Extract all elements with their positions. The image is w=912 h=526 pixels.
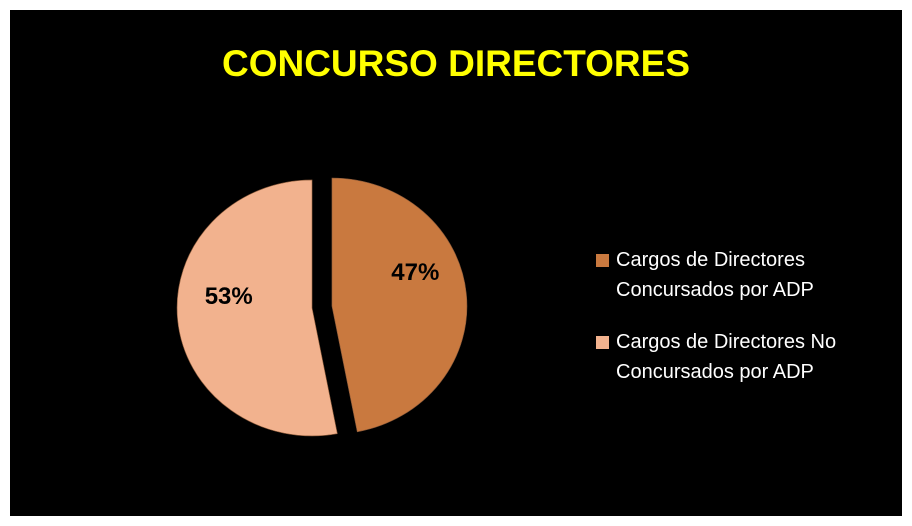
data-label: 47%	[391, 259, 439, 286]
pie-slice	[331, 177, 468, 433]
chart-title: CONCURSO DIRECTORES	[222, 43, 690, 84]
legend-swatch	[596, 336, 609, 349]
legend-label: Cargos de Directores No Concursados por …	[616, 331, 837, 383]
legend-item: Cargos de Directores No Concursados por …	[596, 327, 866, 387]
legend: Cargos de Directores Concursados por ADP…	[596, 245, 896, 409]
pie-slice	[176, 179, 338, 437]
legend-swatch	[596, 254, 609, 267]
data-label: 53%	[205, 283, 253, 310]
legend-item: Cargos de Directores Concursados por ADP	[596, 245, 866, 305]
legend-label: Cargos de Directores Concursados por ADP	[616, 249, 814, 301]
